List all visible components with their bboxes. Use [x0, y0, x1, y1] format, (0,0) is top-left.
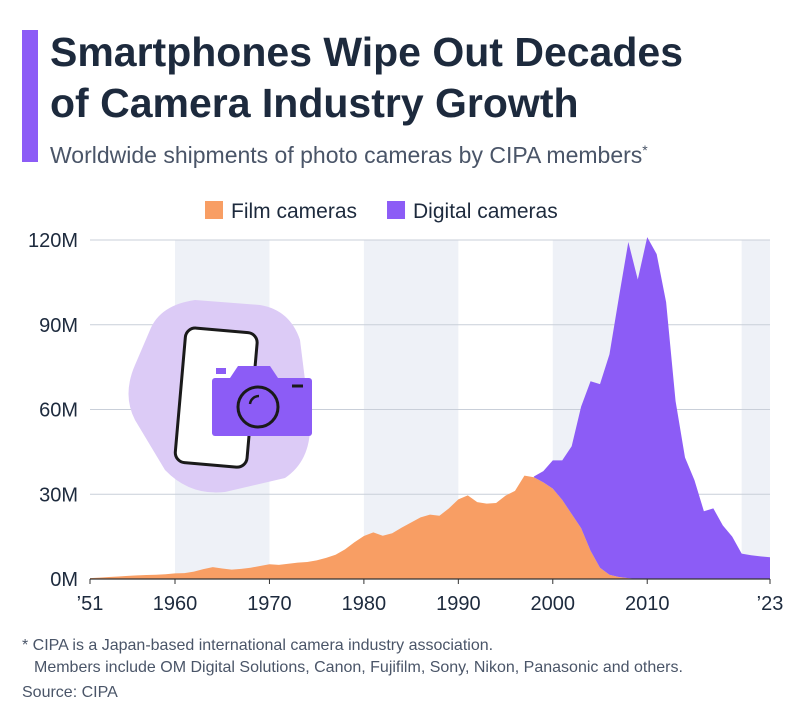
x-tick-label: 2000 [531, 593, 576, 615]
y-tick-label: 60M [39, 400, 78, 422]
y-tick-label: 0M [50, 569, 78, 591]
x-tick-label: 2010 [625, 593, 670, 615]
x-tick-label: 1960 [153, 593, 198, 615]
subtitle-text: Worldwide shipments of photo cameras by … [50, 142, 642, 168]
subtitle-mark: * [642, 142, 648, 158]
area [533, 237, 770, 580]
legend: Film cameras Digital cameras [205, 200, 558, 223]
x-tick-label: 1980 [342, 593, 387, 615]
x-tick-label: 1990 [436, 593, 481, 615]
plot-area: 0M 30M 60M 90M 120M ’51 1960 1970 1980 1990 2000 20… [28, 230, 783, 615]
source: Source: CIPA [22, 684, 118, 701]
y-tick-label: 120M [28, 230, 78, 252]
legend-label: Film cameras [231, 200, 357, 223]
legend-swatch [387, 201, 406, 219]
area [90, 475, 638, 579]
accent-bar [22, 30, 38, 162]
y-tick-label: 30M [39, 484, 78, 506]
footnote: Members include OM Digital Solutions, Ca… [34, 659, 683, 676]
legend-swatch [205, 201, 223, 219]
chart-title: Smartphones Wipe Out Decades [50, 29, 683, 75]
x-tick-label: 1970 [247, 593, 292, 615]
x-tick-label: ’51 [77, 593, 104, 615]
camera-lens [236, 385, 280, 429]
y-tick-label: 90M [39, 315, 78, 337]
illustration [128, 300, 312, 493]
chart-title: of Camera Industry Growth [50, 80, 579, 126]
chart-subtitle: Worldwide shipments of photo cameras by … [50, 142, 648, 168]
camera-body [212, 378, 312, 436]
legend-label: Digital cameras [413, 200, 558, 223]
x-tick-label: ’23 [757, 593, 784, 615]
lens-glint [248, 394, 260, 405]
camera-flash [216, 368, 226, 374]
camera-top [230, 366, 278, 378]
footnote: * CIPA is a Japan-based international ca… [22, 637, 493, 654]
